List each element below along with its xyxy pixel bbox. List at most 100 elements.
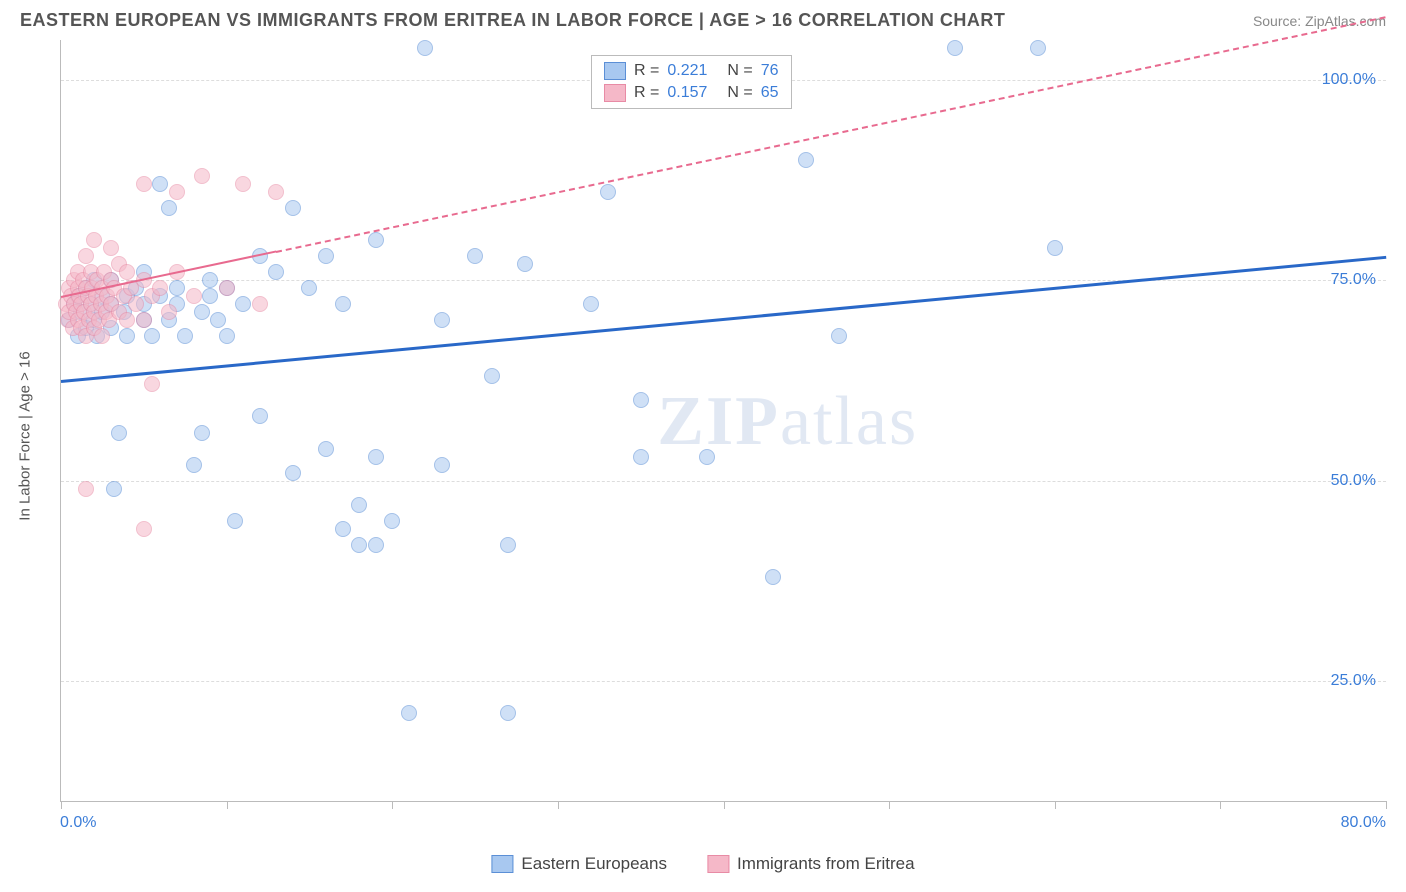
data-point <box>86 232 102 248</box>
x-axis-max-label: 80.0% <box>1341 814 1386 832</box>
data-point <box>484 368 500 384</box>
data-point <box>252 296 268 312</box>
data-point <box>219 328 235 344</box>
data-point <box>351 537 367 553</box>
data-point <box>600 184 616 200</box>
data-point <box>947 40 963 56</box>
y-axis-label: In Labor Force | Age > 16 <box>17 351 34 520</box>
data-point <box>144 328 160 344</box>
x-tick <box>1386 801 1387 809</box>
correlation-box: R = 0.221 N = 76 R = 0.157 N = 65 <box>591 55 792 109</box>
r-label: R = <box>634 84 659 102</box>
data-point <box>1030 40 1046 56</box>
data-point <box>335 296 351 312</box>
data-point <box>186 457 202 473</box>
data-point <box>111 425 127 441</box>
gridline <box>61 280 1386 281</box>
data-point <box>831 328 847 344</box>
data-point <box>161 200 177 216</box>
x-tick <box>392 801 393 809</box>
x-tick <box>889 801 890 809</box>
data-point <box>235 296 251 312</box>
data-point <box>384 513 400 529</box>
trend-line <box>61 256 1386 383</box>
r-value: 0.221 <box>667 62 707 80</box>
legend: Eastern Europeans Immigrants from Eritre… <box>491 854 914 874</box>
x-tick <box>724 801 725 809</box>
x-tick <box>558 801 559 809</box>
data-point <box>583 296 599 312</box>
data-point <box>119 312 135 328</box>
data-point <box>285 465 301 481</box>
data-point <box>169 280 185 296</box>
data-point <box>368 449 384 465</box>
data-point <box>500 537 516 553</box>
gridline <box>61 481 1386 482</box>
data-point <box>106 481 122 497</box>
data-point <box>136 312 152 328</box>
data-point <box>301 280 317 296</box>
legend-label: Immigrants from Eritrea <box>737 854 915 874</box>
legend-swatch-icon <box>707 855 729 873</box>
data-point <box>1047 240 1063 256</box>
n-value: 65 <box>761 84 779 102</box>
data-point <box>318 248 334 264</box>
n-label: N = <box>727 62 752 80</box>
data-point <box>103 240 119 256</box>
gridline <box>61 681 1386 682</box>
legend-item: Eastern Europeans <box>491 854 667 874</box>
correlation-row: R = 0.221 N = 76 <box>592 60 791 82</box>
data-point <box>798 152 814 168</box>
data-point <box>765 569 781 585</box>
correlation-row: R = 0.157 N = 65 <box>592 82 791 104</box>
data-point <box>633 449 649 465</box>
data-point <box>119 328 135 344</box>
r-value: 0.157 <box>667 84 707 102</box>
data-point <box>351 497 367 513</box>
y-tick-label: 100.0% <box>1322 71 1376 89</box>
data-point <box>78 248 94 264</box>
data-point <box>467 248 483 264</box>
x-axis-min-label: 0.0% <box>60 814 96 832</box>
legend-swatch-icon <box>491 855 513 873</box>
chart-container: In Labor Force | Age > 16 25.0%50.0%75.0… <box>40 40 1386 832</box>
x-tick <box>61 801 62 809</box>
data-point <box>177 328 193 344</box>
data-point <box>517 256 533 272</box>
legend-swatch-icon <box>604 62 626 80</box>
watermark: ZIPatlas <box>657 382 918 462</box>
data-point <box>136 521 152 537</box>
data-point <box>500 705 516 721</box>
data-point <box>417 40 433 56</box>
data-point <box>152 280 168 296</box>
data-point <box>202 272 218 288</box>
y-tick-label: 75.0% <box>1331 271 1376 289</box>
data-point <box>235 176 251 192</box>
n-value: 76 <box>761 62 779 80</box>
data-point <box>161 304 177 320</box>
data-point <box>152 176 168 192</box>
y-tick-label: 50.0% <box>1331 472 1376 490</box>
data-point <box>210 312 226 328</box>
data-point <box>268 264 284 280</box>
legend-label: Eastern Europeans <box>521 854 667 874</box>
data-point <box>434 457 450 473</box>
data-point <box>78 481 94 497</box>
data-point <box>194 168 210 184</box>
data-point <box>144 376 160 392</box>
r-label: R = <box>634 62 659 80</box>
data-point <box>202 288 218 304</box>
data-point <box>136 176 152 192</box>
data-point <box>699 449 715 465</box>
data-point <box>128 296 144 312</box>
data-point <box>368 537 384 553</box>
data-point <box>318 441 334 457</box>
n-label: N = <box>727 84 752 102</box>
legend-swatch-icon <box>604 84 626 102</box>
trend-line <box>276 16 1386 253</box>
data-point <box>268 184 284 200</box>
legend-item: Immigrants from Eritrea <box>707 854 915 874</box>
x-tick <box>1220 801 1221 809</box>
plot-area: 25.0%50.0%75.0%100.0%ZIPatlasR = 0.221N … <box>60 40 1386 802</box>
x-tick <box>1055 801 1056 809</box>
